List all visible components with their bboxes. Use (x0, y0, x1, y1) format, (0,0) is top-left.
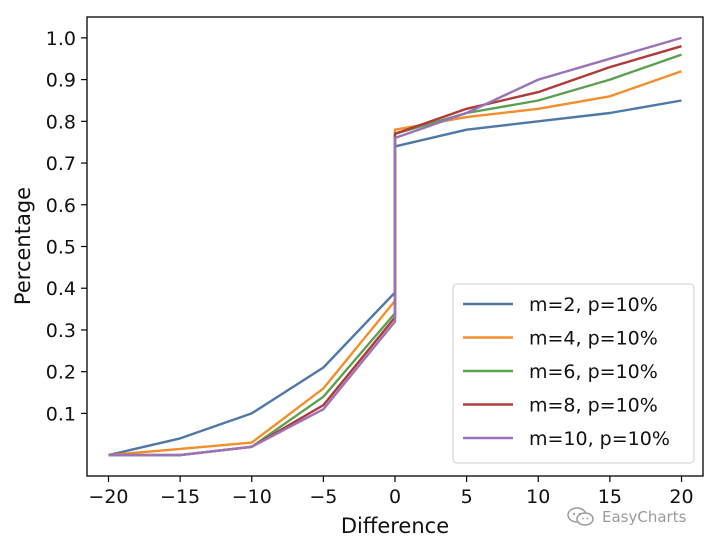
legend-label-1: m=2, p=10% (529, 294, 658, 316)
y-tick-label: 0.1 (46, 403, 76, 425)
x-axis-title: Difference (341, 514, 449, 538)
y-axis-ticks: 0.1 0.2 0.3 0.4 0.5 0.6 0.7 0.8 0.9 1.0 (46, 28, 87, 425)
watermark: EasyCharts (566, 506, 686, 528)
x-tick-label: −15 (160, 486, 200, 508)
y-tick-label: 0.6 (46, 195, 76, 217)
legend-label-4: m=8, p=10% (529, 395, 658, 417)
series-line-5 (108, 36, 682, 457)
y-tick-label: 0.4 (46, 278, 76, 300)
legend-label-2: m=4, p=10% (529, 328, 658, 350)
x-tick-label: 20 (669, 486, 693, 508)
x-tick-label: 15 (598, 486, 622, 508)
x-tick-label: 5 (461, 486, 473, 508)
x-tick-label: −5 (309, 486, 337, 508)
y-tick-label: 0.9 (46, 70, 76, 92)
legend-label-3: m=6, p=10% (529, 361, 658, 383)
x-axis-ticks: −20 −15 −10 −5 0 5 10 15 20 (88, 476, 694, 508)
y-axis-title: Percentage (11, 187, 35, 305)
y-tick-label: 0.5 (46, 237, 76, 259)
y-tick-label: 0.2 (46, 362, 76, 384)
legend-box (452, 283, 695, 464)
wechat-icon (567, 507, 594, 526)
series-layer (108, 36, 682, 457)
y-tick-label: 0.3 (46, 320, 76, 342)
x-tick-label: 10 (526, 486, 550, 508)
y-tick-label: 1.0 (46, 28, 76, 50)
y-tick-label: 0.8 (46, 111, 76, 133)
legend-label-5: m=10, p=10% (529, 428, 670, 450)
x-tick-label: 0 (389, 486, 401, 508)
watermark-text: EasyCharts (602, 508, 687, 526)
legend: m=2, p=10% m=4, p=10% m=6, p=10% m=8, p=10%… (452, 283, 695, 464)
x-tick-label: −10 (232, 486, 272, 508)
y-tick-label: 0.7 (46, 153, 76, 175)
x-tick-label: −20 (88, 486, 128, 508)
